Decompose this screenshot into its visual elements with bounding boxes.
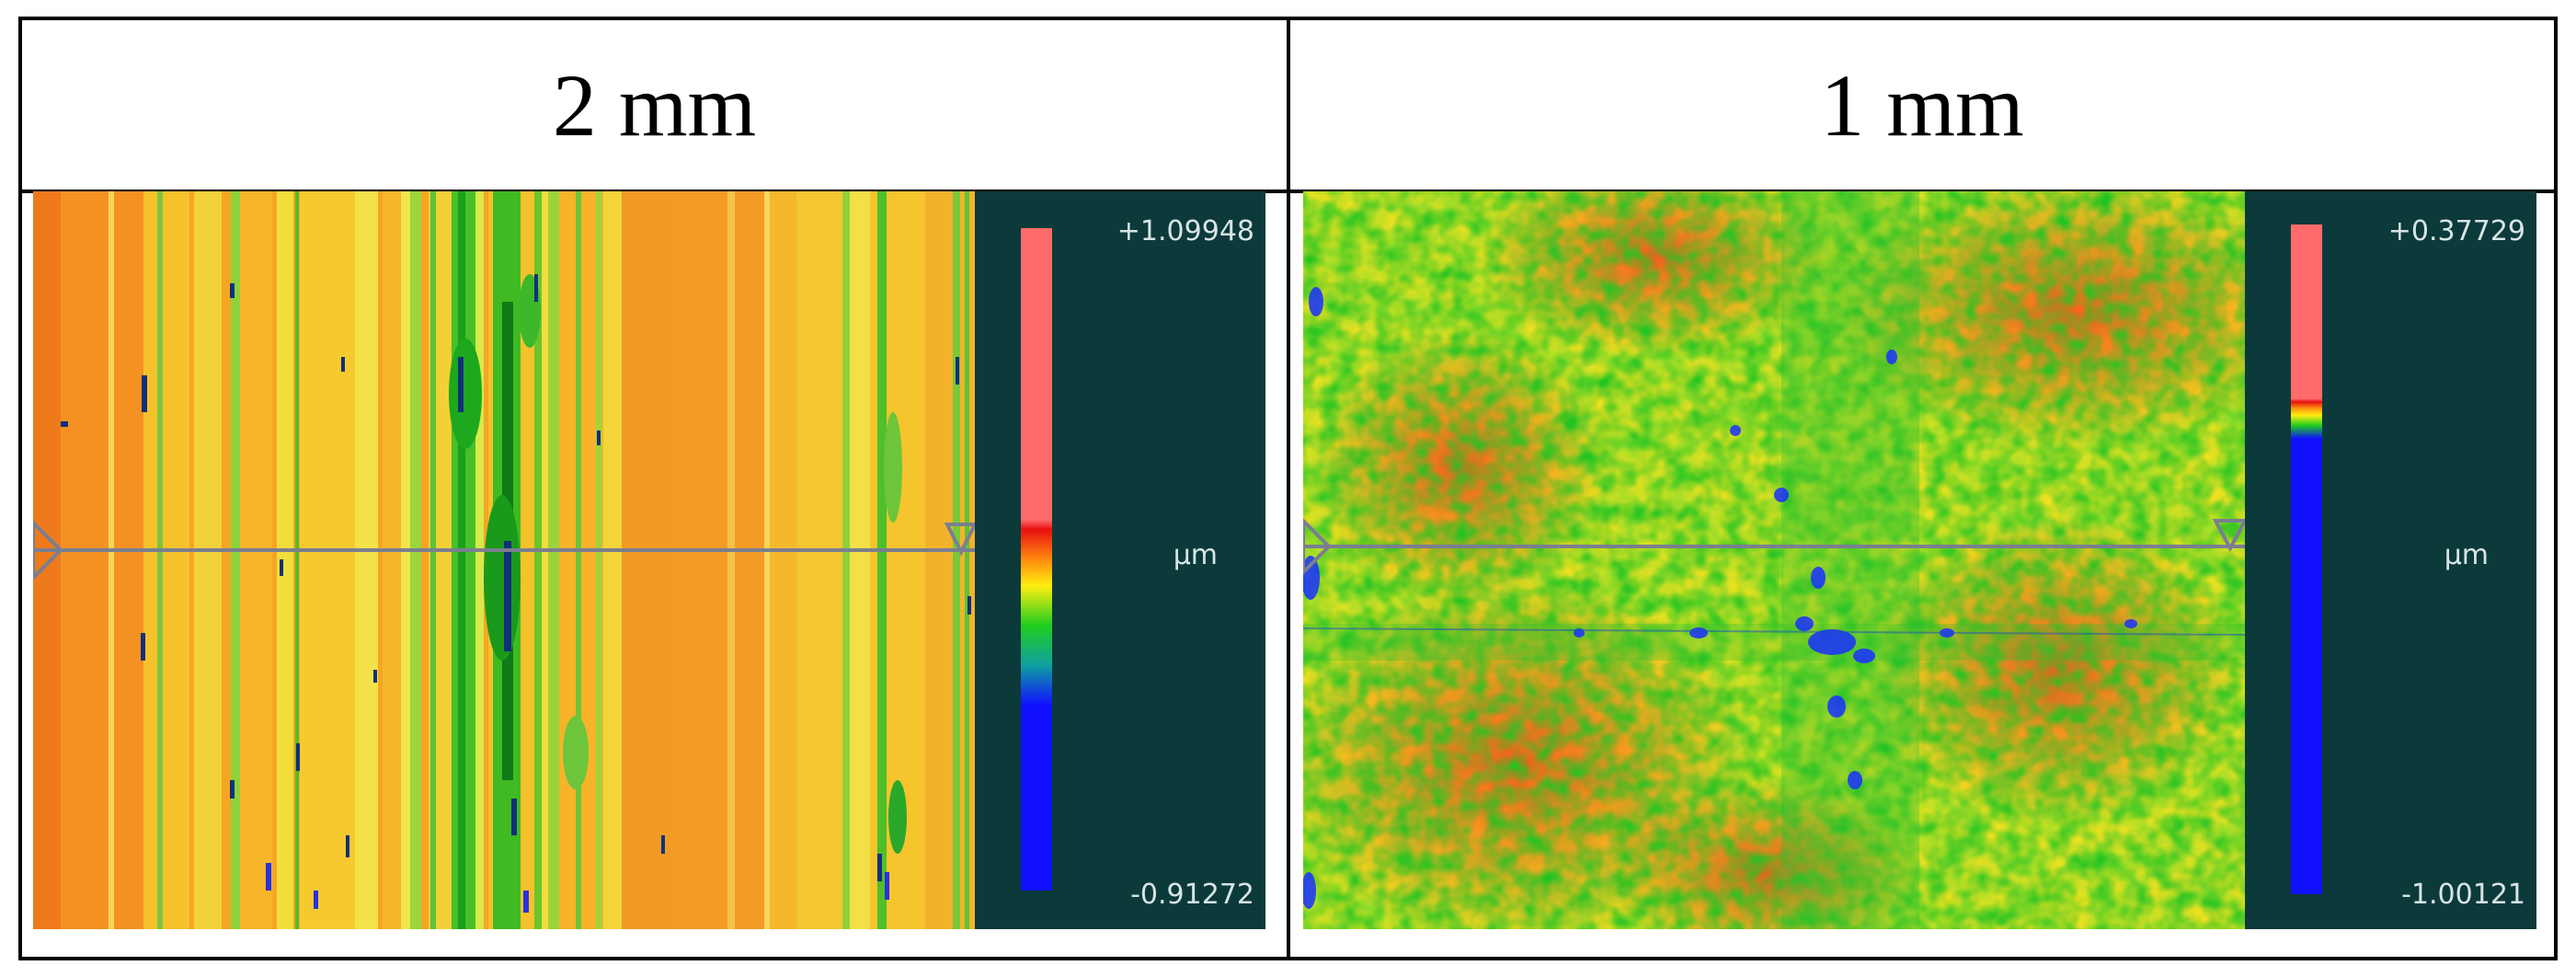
panel-title-left: 2 mm — [552, 55, 757, 155]
scale-unit-label: µm — [2444, 539, 2489, 571]
surface-panel-1mm: +0.37729 µm -1.00121 — [1303, 191, 2536, 929]
height-map-image — [1303, 191, 2245, 929]
scale-unit-label: µm — [1173, 539, 1218, 571]
color-scale-legend-1mm: +0.37729 µm -1.00121 — [2245, 191, 2536, 929]
surface-height-map-2mm — [33, 191, 975, 929]
color-scale-legend-2mm: +1.09948 µm -0.91272 — [975, 191, 1265, 929]
color-scale-bar — [1021, 228, 1052, 891]
table-divider-vertical — [1287, 20, 1290, 957]
panel-title-right: 1 mm — [1820, 55, 2024, 155]
scale-min-value: -0.91272 — [1130, 879, 1254, 911]
scale-max-value: +0.37729 — [2387, 215, 2525, 247]
profile-start-marker — [1303, 518, 1332, 575]
surface-height-map-1mm — [1303, 191, 2245, 929]
profile-end-marker — [2212, 519, 2245, 553]
figure-table: 2 mm 1 mm — [18, 17, 2558, 960]
profile-end-marker — [944, 523, 975, 557]
scale-min-value: -1.00121 — [2401, 879, 2525, 911]
surface-panel-2mm: +1.09948 µm -0.91272 — [33, 191, 1265, 929]
scale-max-value: +1.09948 — [1116, 215, 1254, 247]
height-map-image — [33, 191, 975, 929]
color-scale-bar — [2291, 224, 2322, 894]
profile-start-marker — [33, 520, 63, 580]
